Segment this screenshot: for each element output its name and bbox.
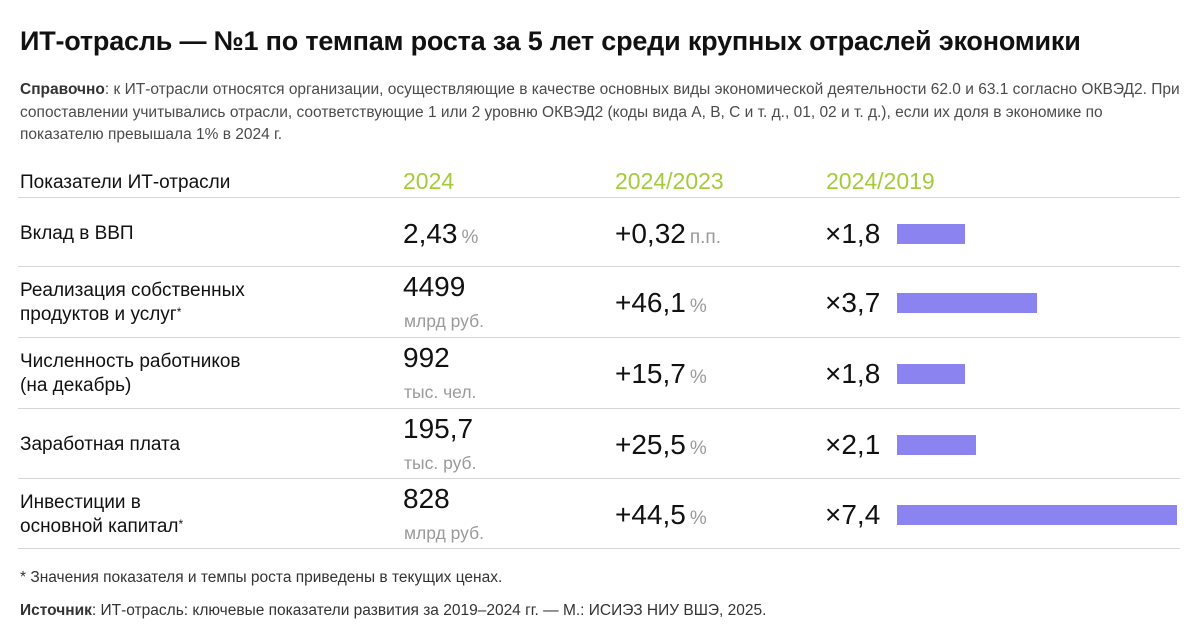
multiplier-bar xyxy=(897,435,976,455)
multiplier-2024-2019: ×3,7 xyxy=(825,287,881,318)
change-number: +25,5 xyxy=(615,429,686,460)
row-label-line: (на декабрь) xyxy=(20,375,132,396)
reference-note: Справочно: к ИТ-отрасли относятся органи… xyxy=(20,79,1185,147)
chart-title: ИТ-отрасль — №1 по темпам роста за 5 лет… xyxy=(20,26,1081,56)
change-unit: п.п. xyxy=(689,227,721,248)
row-label-line: Заработная плата xyxy=(20,434,181,455)
row-label-line: Реализация собственных xyxy=(20,280,245,301)
change-number: +0,32 xyxy=(615,218,686,249)
value-2024: 4499 xyxy=(403,271,465,303)
column-header-2024: 2024 xyxy=(403,168,455,194)
change-unit: % xyxy=(689,296,707,317)
value-2024: 992 xyxy=(403,342,450,374)
table-row: Заработная плата 195,7 тыс. руб. +25,5% ×2,1 xyxy=(18,408,1180,478)
value-unit: тыс. руб. xyxy=(404,453,477,473)
change-2024-2023: +25,5% xyxy=(615,429,707,461)
row-label: Численность работников (на декабрь) xyxy=(20,350,241,398)
column-header-2024-2019: 2024/2019 xyxy=(826,168,935,194)
change-unit: % xyxy=(689,508,707,529)
column-header-indicators: Показатели ИТ-отрасли xyxy=(20,172,231,193)
value-number: 992 xyxy=(403,342,450,373)
value-number: 4499 xyxy=(403,271,466,302)
footnote: * Значения показателя и темпы роста прив… xyxy=(20,569,503,586)
value-number: 828 xyxy=(403,483,450,514)
table-header: Показатели ИТ-отрасли 2024 2024/2023 202… xyxy=(20,168,1180,200)
multiplier-2024-2019: ×1,8 xyxy=(825,358,881,389)
multiplier-2024-2019: ×1,8 xyxy=(825,218,881,249)
source-text: : ИТ-отрасль: ключевые показатели развит… xyxy=(91,602,767,619)
change-2024-2023: +44,5% xyxy=(615,499,707,531)
value-unit: % xyxy=(461,227,479,248)
source-note: Источник: ИТ-отрасль: ключевые показател… xyxy=(20,602,766,620)
footnote-marker: * xyxy=(178,517,184,531)
row-label: Инвестиции в основной капитал* xyxy=(20,491,183,539)
multiplier-bar xyxy=(897,224,965,244)
row-label: Реализация собственных продуктов и услуг* xyxy=(20,279,245,327)
value-number: 2,43 xyxy=(403,218,458,249)
change-2024-2023: +0,32 п.п. xyxy=(615,218,721,250)
value-unit: млрд руб. xyxy=(404,523,485,543)
multiplier-2024-2019: ×7,4 xyxy=(825,499,881,530)
row-label-line: Вклад в ВВП xyxy=(20,223,134,244)
change-2024-2023: +15,7% xyxy=(615,358,707,390)
value-2024: 828 xyxy=(403,483,450,515)
value-2024: 2,43% xyxy=(403,218,478,250)
source-lead: Источник xyxy=(20,602,92,619)
table-row: Численность работников (на декабрь) 992 тыс… xyxy=(18,337,1180,408)
value-unit: млрд руб. xyxy=(404,311,485,331)
note-lead: Справочно xyxy=(20,81,105,98)
change-number: +15,7 xyxy=(615,358,686,389)
column-header-2024-2023: 2024/2023 xyxy=(615,168,724,194)
row-label-line: основной капитал xyxy=(20,516,179,537)
change-number: +44,5 xyxy=(615,499,686,530)
change-2024-2023: +46,1% xyxy=(615,287,707,319)
multiplier-2024-2019: ×2,1 xyxy=(825,429,881,460)
row-label: Вклад в ВВП xyxy=(20,222,134,246)
table-row: Вклад в ВВП 2,43% +0,32 п.п. ×1,8 xyxy=(18,197,1180,266)
value-number: 195,7 xyxy=(403,413,474,444)
note-text: : к ИТ-отрасли относятся организации, ос… xyxy=(20,81,1180,143)
change-unit: % xyxy=(689,367,707,388)
table-row: Реализация собственных продуктов и услуг*… xyxy=(18,266,1180,337)
row-label-line: Инвестиции в xyxy=(20,492,141,513)
table-row: Инвестиции в основной капитал* 828 млрд руб… xyxy=(18,478,1180,549)
row-label-line: Численность работников xyxy=(20,351,241,372)
change-unit: % xyxy=(689,438,707,459)
multiplier-bar xyxy=(897,364,965,384)
change-number: +46,1 xyxy=(615,287,686,318)
value-2024: 195,7 xyxy=(403,413,473,445)
multiplier-bar xyxy=(897,505,1177,525)
footnote-marker: * xyxy=(176,305,182,319)
row-label-line: продуктов и услуг xyxy=(20,304,177,325)
value-unit: тыс. чел. xyxy=(404,382,477,402)
row-label: Заработная плата xyxy=(20,433,180,457)
multiplier-bar xyxy=(897,293,1037,313)
